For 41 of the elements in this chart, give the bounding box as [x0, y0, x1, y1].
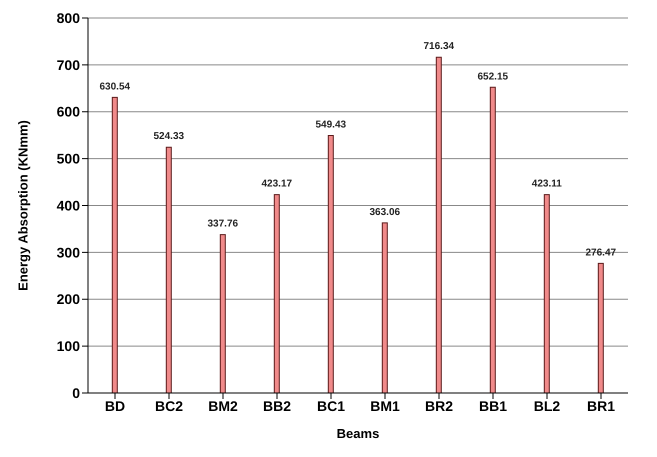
- data-label: 630.54: [100, 81, 131, 92]
- y-tick-label: 700: [56, 56, 80, 73]
- x-tick-label: BM2: [208, 398, 238, 414]
- bar: [382, 222, 388, 393]
- data-label: 363.06: [370, 206, 401, 218]
- bar: [598, 262, 604, 393]
- data-label: 549.43: [316, 119, 347, 130]
- x-axis-title: Beams: [336, 426, 380, 441]
- data-label: 524.33: [154, 131, 185, 142]
- data-label: 716.34: [424, 41, 455, 52]
- bar: [220, 234, 226, 393]
- bar: [166, 146, 172, 393]
- data-label: 423.11: [532, 178, 562, 190]
- bar: [490, 86, 496, 393]
- x-tick-label: BR1: [586, 398, 616, 414]
- data-label: 423.17: [262, 178, 293, 190]
- y-tick-label: 0: [72, 384, 80, 401]
- y-tick-label: 300: [56, 244, 80, 260]
- data-label: 337.76: [208, 218, 239, 230]
- bar: [112, 96, 118, 393]
- x-tick-label: BB2: [262, 398, 292, 414]
- y-tick-label: 100: [56, 338, 80, 354]
- x-tick-label: BB1: [478, 398, 508, 414]
- data-label: 276.47: [586, 247, 617, 258]
- data-label: 652.15: [478, 71, 509, 82]
- y-tick-label: 600: [56, 104, 80, 120]
- y-tick-label: 200: [56, 291, 80, 308]
- x-tick-label: BC2: [154, 398, 184, 414]
- x-tick-label: BL2: [534, 398, 560, 414]
- bar: [436, 56, 442, 393]
- x-tick-label: BD: [104, 398, 126, 414]
- x-tick-label: BR2: [424, 398, 454, 414]
- x-tick-label: BC1: [316, 398, 346, 414]
- bar: [274, 194, 280, 393]
- y-tick-label: 500: [56, 150, 80, 167]
- bar: [544, 194, 550, 393]
- x-tick-label: BM1: [370, 398, 400, 414]
- y-tick-label: 400: [56, 197, 80, 214]
- bar: [328, 134, 334, 393]
- y-tick-label: 800: [56, 10, 80, 26]
- y-axis-title: Energy Absorption (KNmm): [16, 120, 31, 291]
